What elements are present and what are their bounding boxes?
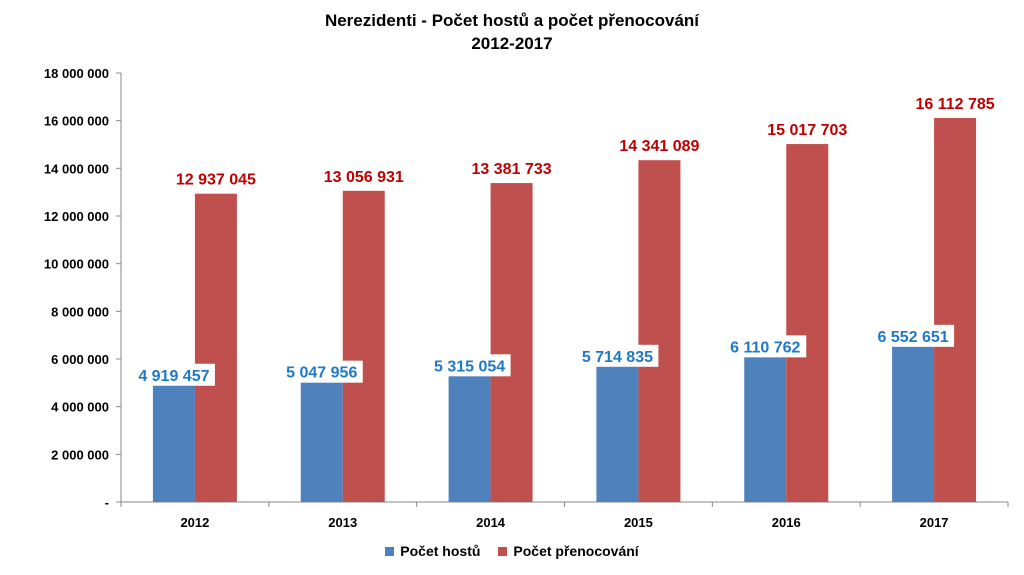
bar-overnights [194,193,237,502]
legend-label-overnights: Počet přenocování [513,543,639,559]
y-tick-label: 4 000 000 [51,400,109,415]
y-tick-label: 12 000 000 [44,209,109,224]
bar-overnights [934,117,977,502]
data-label-bg [724,335,807,358]
bar-guests [744,356,787,502]
data-label-guests: 6 110 762 [730,339,800,356]
y-tick-label: 6 000 000 [51,352,109,367]
x-tick-label: 2016 [772,515,801,530]
legend-swatch-overnights [498,546,508,556]
y-tick-label: 2 000 000 [51,447,109,462]
bar-guests [300,381,343,502]
legend-label-guests: Počet hostů [400,543,481,559]
data-label-overnights: 15 017 703 [767,122,847,139]
data-label-bg [576,344,659,367]
y-tick-label: 16 000 000 [44,114,109,129]
y-tick-label: 10 000 000 [44,257,109,272]
y-tick-label: 8 000 000 [51,304,109,319]
y-tick-label: 18 000 000 [44,66,109,81]
legend-item-overnights: Počet přenocování [498,543,639,559]
data-label-guests: 5 315 054 [434,358,505,375]
data-label-overnights: 13 381 733 [472,161,552,178]
x-tick-label: 2012 [180,515,209,530]
x-tick-label: 2015 [624,515,653,530]
data-label-overnights: 12 937 045 [176,172,256,189]
data-label-bg [132,363,215,386]
data-label-guests: 5 714 835 [582,349,653,366]
bar-guests [152,384,195,502]
chart-subtitle: 2012-2017 [471,34,553,53]
chart-title: Nerezidenti - Počet hostů a počet přenoc… [324,11,700,30]
bar-overnights [342,190,385,502]
data-label-guests: 6 552 651 [877,329,948,346]
x-tick-label: 2013 [328,515,357,530]
data-label-guests: 4 919 457 [138,368,209,385]
x-tick-label: 2017 [920,515,949,530]
bar-overnights [490,183,533,502]
bar-guests [892,345,935,502]
data-label-overnights: 16 112 785 [915,96,994,113]
data-label-bg [280,360,363,383]
y-tick-label: 14 000 000 [44,161,109,176]
data-label-overnights: 14 341 089 [619,138,699,155]
bar-overnights [786,144,829,503]
bar-guests [448,375,491,502]
bar-overnights [638,160,681,502]
y-tick-label: - [105,495,109,510]
data-label-bg [872,324,955,347]
data-label-overnights: 13 056 931 [324,169,404,186]
x-tick-label: 2014 [476,515,506,530]
legend-item-guests: Počet hostů [385,543,480,559]
bar-guests [596,365,639,502]
chart-legend: Počet hostů Počet přenocování [0,543,1024,559]
data-label-bg [428,354,511,377]
data-label-guests: 5 047 956 [286,365,357,382]
bar-chart: - 2 000 000 4 000 000 6 000 000 8 000 000 10 … [44,66,1009,530]
legend-swatch-guests [385,546,395,556]
